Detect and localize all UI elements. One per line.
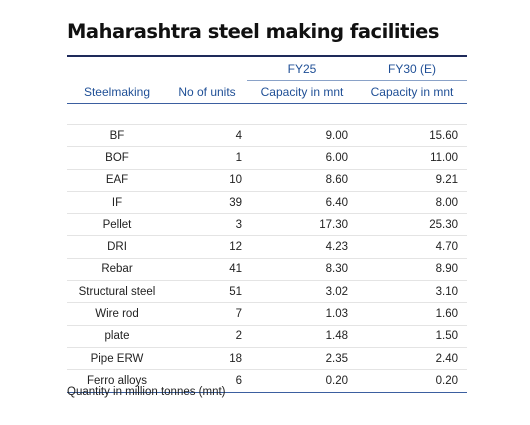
cell-units: 41 bbox=[167, 258, 247, 282]
cell-fy30-capacity: 1.50 bbox=[357, 325, 467, 348]
cell-units: 2 bbox=[167, 325, 247, 348]
cell-steelmaking: plate bbox=[67, 325, 167, 348]
cell-fy25-capacity: 1.03 bbox=[247, 302, 357, 326]
facilities-table: FY25 FY30 (E) Steelmaking No of units Ca… bbox=[67, 57, 467, 393]
cell-units: 10 bbox=[167, 169, 247, 192]
column-header-row: Steelmaking No of units Capacity in mnt … bbox=[67, 80, 467, 104]
cell-fy25-capacity: 2.35 bbox=[247, 347, 357, 371]
column-header-fy30-capacity: Capacity in mnt bbox=[357, 80, 467, 104]
cell-fy25-capacity: 17.30 bbox=[247, 213, 357, 237]
cell-fy30-capacity: 3.10 bbox=[357, 280, 467, 304]
cell-fy30-capacity: 25.30 bbox=[357, 213, 467, 237]
cell-units: 6 bbox=[167, 369, 247, 393]
cell-fy30-capacity: 11.00 bbox=[357, 146, 467, 170]
cell-units: 12 bbox=[167, 235, 247, 259]
cell-fy30-capacity: 0.20 bbox=[357, 369, 467, 393]
footnote: Quantity in million tonnes (mnt) bbox=[67, 386, 226, 398]
cell-fy25-capacity: 1.48 bbox=[247, 325, 357, 348]
cell-steelmaking: Pipe ERW bbox=[67, 347, 167, 371]
group-header-fy25: FY25 bbox=[247, 57, 357, 81]
table-row: BOF 1 6.00 11.00 bbox=[67, 146, 467, 170]
cell-fy25-capacity: 9.00 bbox=[247, 124, 357, 148]
cell-steelmaking: Structural steel bbox=[67, 280, 167, 304]
group-header-row: FY25 FY30 (E) bbox=[67, 57, 467, 81]
table-body: BF 4 9.00 15.60 BOF 1 6.00 11.00 EAF 10 8.60 9.21 IF… bbox=[67, 103, 467, 393]
table-row: Ferro alloys 6 0.20 0.20 bbox=[67, 369, 467, 393]
facilities-table-container: FY25 FY30 (E) Steelmaking No of units Ca… bbox=[67, 55, 467, 393]
cell-steelmaking: DRI bbox=[67, 235, 167, 259]
page-title: Maharashtra steel making facilities bbox=[67, 20, 439, 43]
cell-steelmaking: Pellet bbox=[67, 213, 167, 237]
cell-fy30-capacity: 15.60 bbox=[357, 124, 467, 148]
cell-fy30-capacity: 9.21 bbox=[357, 169, 467, 192]
table-row: BF 4 9.00 15.60 bbox=[67, 124, 467, 148]
cell-units: 39 bbox=[167, 191, 247, 215]
cell-steelmaking: BF bbox=[67, 124, 167, 148]
title-divider bbox=[67, 55, 467, 57]
cell-fy25-capacity: 6.00 bbox=[247, 146, 357, 170]
cell-units: 3 bbox=[167, 213, 247, 237]
group-header-fy30: FY30 (E) bbox=[357, 57, 467, 81]
column-header-units: No of units bbox=[167, 80, 247, 104]
cell-fy30-capacity: 4.70 bbox=[357, 235, 467, 259]
table-row: IF 39 6.40 8.00 bbox=[67, 191, 467, 215]
cell-fy25-capacity: 0.20 bbox=[247, 369, 357, 393]
cell-units: 4 bbox=[167, 124, 247, 148]
cell-fy30-capacity: 8.00 bbox=[357, 191, 467, 215]
cell-steelmaking: IF bbox=[67, 191, 167, 215]
group-header-blank bbox=[67, 57, 167, 81]
table-row: plate 2 1.48 1.50 bbox=[67, 325, 467, 348]
cell-steelmaking: Rebar bbox=[67, 258, 167, 282]
cell-fy30-capacity: 1.60 bbox=[357, 302, 467, 326]
group-header-blank bbox=[167, 57, 247, 81]
cell-fy25-capacity: 8.30 bbox=[247, 258, 357, 282]
cell-units: 18 bbox=[167, 347, 247, 371]
table-row: Rebar 41 8.30 8.90 bbox=[67, 258, 467, 282]
cell-steelmaking: EAF bbox=[67, 169, 167, 192]
cell-fy25-capacity: 6.40 bbox=[247, 191, 357, 215]
cell-fy25-capacity: 8.60 bbox=[247, 169, 357, 192]
table-row: Structural steel 51 3.02 3.10 bbox=[67, 280, 467, 304]
cell-steelmaking: Ferro alloys bbox=[67, 369, 167, 393]
table-row: Wire rod 7 1.03 1.60 bbox=[67, 302, 467, 326]
cell-fy25-capacity: 3.02 bbox=[247, 280, 357, 304]
spacer-row bbox=[67, 103, 467, 125]
cell-steelmaking: BOF bbox=[67, 146, 167, 170]
cell-units: 1 bbox=[167, 146, 247, 170]
cell-steelmaking: Wire rod bbox=[67, 302, 167, 326]
table-row: Pellet 3 17.30 25.30 bbox=[67, 213, 467, 237]
table-row: DRI 12 4.23 4.70 bbox=[67, 235, 467, 259]
column-header-steelmaking: Steelmaking bbox=[67, 80, 167, 104]
cell-fy25-capacity: 4.23 bbox=[247, 235, 357, 259]
cell-units: 51 bbox=[167, 280, 247, 304]
cell-units: 7 bbox=[167, 302, 247, 326]
column-header-fy25-capacity: Capacity in mnt bbox=[247, 80, 357, 104]
table-row: EAF 10 8.60 9.21 bbox=[67, 169, 467, 192]
cell-fy30-capacity: 2.40 bbox=[357, 347, 467, 371]
cell-fy30-capacity: 8.90 bbox=[357, 258, 467, 282]
table-row: Pipe ERW 18 2.35 2.40 bbox=[67, 347, 467, 371]
